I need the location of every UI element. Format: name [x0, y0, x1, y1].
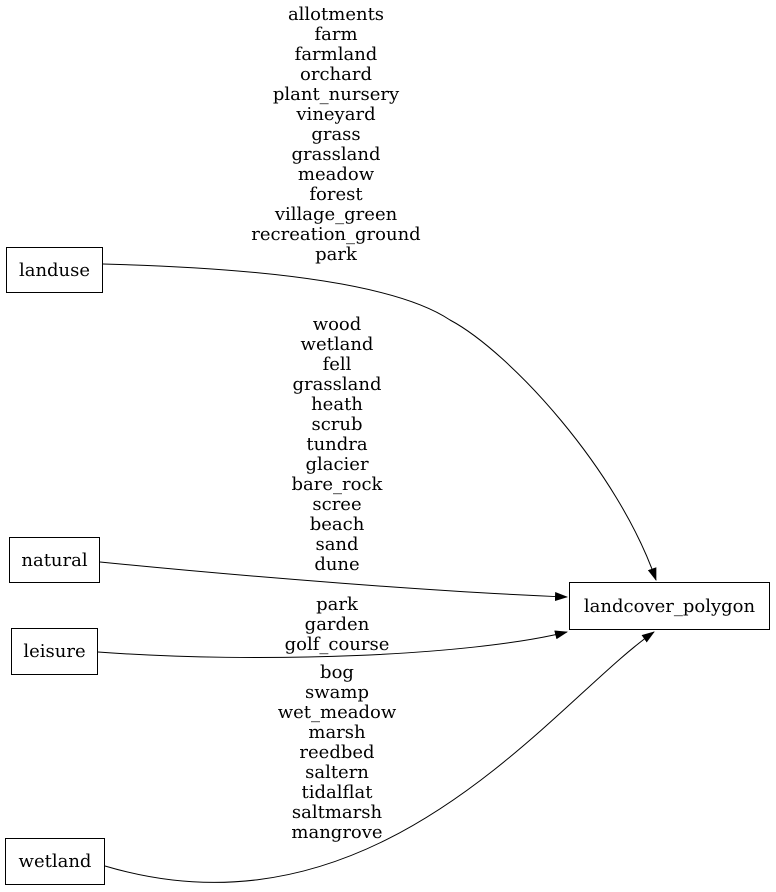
edge-label-line: wet_meadow — [277, 702, 397, 723]
edge-label-line: reedbed — [299, 742, 375, 763]
edge-label-line: sand — [315, 534, 359, 555]
edge-label-line: golf_course — [284, 634, 390, 655]
edge-label-line: beach — [309, 514, 365, 535]
edge-label-line: garden — [304, 614, 370, 635]
edge-label-line: tundra — [306, 434, 368, 455]
edge-label-line: grassland — [292, 374, 382, 395]
edge-label-line: orchard — [300, 64, 372, 85]
edge-label-line: saltern — [305, 762, 369, 783]
edge-leisure-to-landcover-polygon — [97, 630, 568, 659]
edge-label-line: vineyard — [296, 104, 376, 125]
edge-label-leisure-values: park garden golf_course — [187, 595, 487, 655]
node-landuse-label: landuse — [18, 259, 91, 281]
edge-wetland-to-landcover-polygon — [104, 631, 655, 883]
edge-label-line: park — [315, 244, 357, 265]
node-leisure: leisure — [11, 628, 98, 675]
edge-label-line: wetland — [300, 334, 374, 355]
node-natural: natural — [9, 537, 100, 583]
node-wetland: wetland — [5, 838, 105, 885]
node-leisure-label: leisure — [23, 641, 86, 662]
edge-label-wetland-values: bog swamp wet_meadow marsh reedbed saltern tid… — [187, 663, 487, 843]
node-landcover-polygon: landcover_polygon — [569, 582, 770, 630]
node-landcover-polygon-label: landcover_polygon — [583, 595, 756, 617]
edge-label-line: heath — [311, 394, 363, 415]
edge-label-line: wood — [312, 314, 362, 335]
edge-label-landuse-values: allotments farm farmland orchard plant_nurse… — [186, 5, 486, 265]
edge-label-line: meadow — [297, 164, 375, 185]
edge-label-line: fell — [322, 354, 352, 375]
edge-label-line: marsh — [308, 722, 366, 743]
edge-label-line: park — [316, 594, 358, 615]
edge-label-line: saltmarsh — [291, 802, 383, 823]
edge-label-line: grass — [311, 124, 361, 145]
node-natural-label: natural — [21, 549, 88, 571]
edge-label-line: allotments — [287, 4, 385, 25]
edge-label-line: scree — [312, 494, 362, 515]
edge-label-line: tidalflat — [301, 782, 373, 803]
edge-label-line: mangrove — [291, 822, 383, 843]
edge-landuse-to-landcover-polygon — [102, 263, 657, 581]
edge-label-line: farmland — [294, 44, 378, 65]
edge-label-line: bog — [320, 662, 354, 683]
edge-label-natural-values: wood wetland fell grassland heath scrub tundra… — [187, 315, 487, 575]
edge-natural-to-landcover-polygon — [99, 561, 568, 602]
edge-label-line: village_green — [274, 204, 398, 225]
edge-label-line: swamp — [305, 682, 369, 703]
edge-label-line: scrub — [311, 414, 363, 435]
edge-label-line: forest — [309, 184, 363, 205]
edge-label-line: glacier — [305, 454, 369, 475]
edge-label-line: farm — [314, 24, 358, 45]
node-wetland-label: wetland — [18, 851, 92, 872]
edge-label-line: recreation_ground — [251, 224, 421, 245]
edge-label-line: grassland — [291, 144, 381, 165]
node-landuse: landuse — [6, 247, 103, 293]
edge-label-line: bare_rock — [291, 474, 383, 495]
edge-label-line: dune — [314, 554, 360, 575]
edge-label-line: plant_nursery — [272, 84, 400, 105]
